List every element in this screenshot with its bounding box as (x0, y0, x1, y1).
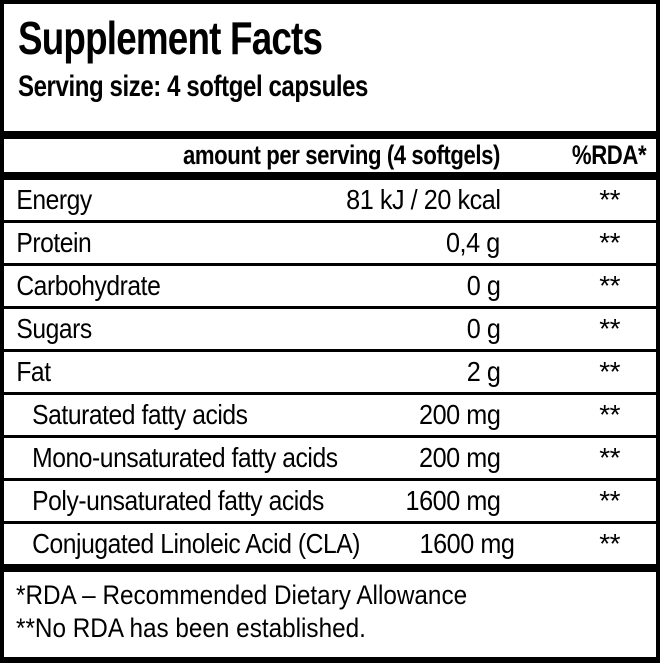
nutrient-amount: 0 g (466, 270, 500, 301)
nutrient-rda-value: ** (599, 184, 620, 215)
nutrient-name: Carbohydrate (16, 270, 161, 301)
nutrient-row: Fat 2 g ** (4, 349, 656, 392)
nutrient-rda-value: ** (599, 442, 620, 473)
nutrient-table: Energy 81 kJ / 20 kcal ** Protein 0,4 g … (4, 180, 656, 564)
nutrient-rda-value: ** (599, 227, 620, 258)
nutrient-name: Protein (16, 227, 92, 258)
table-header-row: amount per serving (4 softgels) %RDA* (4, 139, 656, 172)
column-header-amount-per-serving: amount per serving (4 softgels) (183, 140, 501, 170)
thick-divider-bottom (4, 564, 656, 572)
serving-size-text: Serving size: 4 softgel capsules (18, 69, 369, 103)
nutrient-name: Mono-unsaturated fatty acids (32, 442, 338, 473)
nutrient-name: Fat (16, 356, 51, 387)
nutrient-amount: 2 g (466, 356, 500, 387)
nutrient-rda-value: ** (599, 399, 620, 430)
nutrient-row: Sugars 0 g ** (4, 306, 656, 349)
nutrient-row: Poly-unsaturated fatty acids 1600 mg ** (4, 478, 656, 521)
nutrient-name: Conjugated Linoleic Acid (CLA) (32, 528, 361, 559)
column-header-rda: %RDA* (571, 140, 647, 170)
nutrient-amount: 1600 mg (419, 528, 515, 559)
nutrient-row: Protein 0,4 g ** (4, 220, 656, 263)
nutrient-rda-value: ** (599, 270, 620, 301)
nutrient-rda-value: ** (599, 313, 620, 344)
label-header: Supplement Facts Serving size: 4 softgel… (4, 4, 656, 131)
nutrient-name: Sugars (16, 313, 92, 344)
nutrient-row: Saturated fatty acids 200 mg ** (4, 392, 656, 435)
nutrient-name: Energy (16, 184, 92, 215)
nutrient-amount: 0 g (466, 313, 500, 344)
nutrient-amount: 200 mg (418, 442, 501, 473)
nutrient-amount: 0,4 g (446, 227, 500, 258)
nutrient-row: Mono-unsaturated fatty acids 200 mg ** (4, 435, 656, 478)
nutrient-rda-value: ** (599, 528, 620, 559)
nutrient-row: Conjugated Linoleic Acid (CLA) 1600 mg *… (4, 521, 656, 564)
nutrient-row: Energy 81 kJ / 20 kcal ** (4, 180, 656, 220)
nutrient-amount: 81 kJ / 20 kcal (345, 184, 501, 215)
thick-divider-header (4, 172, 656, 180)
nutrient-rda-value: ** (599, 356, 620, 387)
thick-divider-top (4, 131, 656, 139)
nutrient-row: Carbohydrate 0 g ** (4, 263, 656, 306)
nutrient-name: Saturated fatty acids (32, 399, 248, 430)
nutrient-amount: 1600 mg (405, 485, 500, 516)
label-title: Supplement Facts (18, 12, 323, 64)
footnote-rda-definition: *RDA – Recommended Dietary Allowance (16, 580, 468, 610)
nutrient-name: Poly-unsaturated fatty acids (32, 485, 324, 516)
nutrient-rda-value: ** (599, 485, 620, 516)
nutrient-amount: 200 mg (418, 399, 501, 430)
footnote-no-rda: **No RDA has been established. (16, 612, 366, 643)
label-footnotes: *RDA – Recommended Dietary Allowance **N… (4, 572, 656, 657)
